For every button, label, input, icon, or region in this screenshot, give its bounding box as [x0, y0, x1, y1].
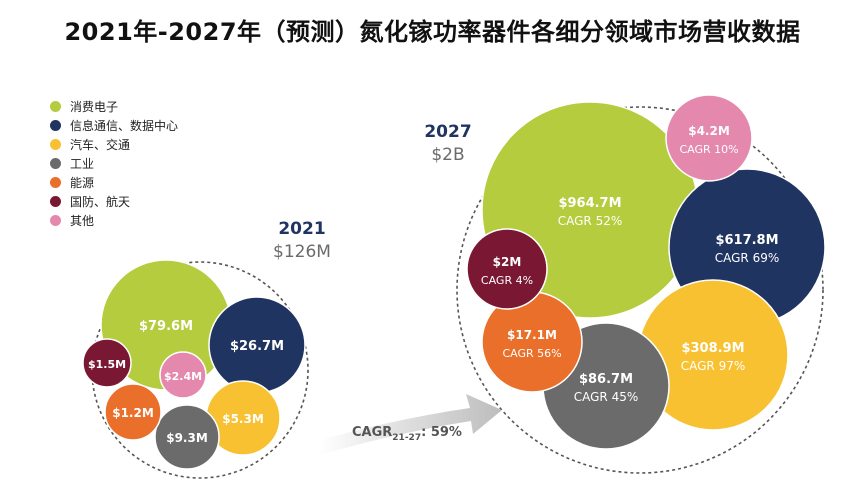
- legend-item: 汽车、交通: [50, 136, 130, 153]
- legend-item: 工业: [50, 155, 94, 172]
- bubble-cagr-label: CAGR 69%: [715, 251, 780, 265]
- panel-total: $126M: [273, 242, 331, 262]
- legend-label: 能源: [70, 176, 95, 190]
- bubble-value-label: $9.3M: [166, 431, 208, 445]
- panel-2021: 2021 $126M $79.6M $26.7M $5.3M $9.3M $1.2M $1.5…: [82, 219, 331, 479]
- bubble-circle: [466, 228, 548, 310]
- bubble-value-label: $964.7M: [558, 196, 621, 211]
- panel-2027: 2027 $2B $964.7M CAGR 52% $617.8M CAGR 69% $30…: [424, 94, 826, 474]
- legend-swatch: [50, 101, 61, 112]
- legend-item: 国防、航天: [50, 193, 130, 210]
- bubble-cagr-label: CAGR 10%: [679, 143, 738, 156]
- bubble-value-label: $79.6M: [139, 319, 193, 334]
- legend-label: 其他: [70, 214, 95, 228]
- bubble: $308.9M CAGR 97%: [637, 279, 789, 431]
- legend-swatch: [50, 139, 61, 150]
- bubble-value-label: $5.3M: [222, 412, 264, 426]
- growth-arrow: CAGR21-27: 59%: [320, 394, 502, 455]
- bubble-value-label: $26.7M: [230, 339, 284, 354]
- arrow-shape: [320, 394, 502, 455]
- legend-label: 工业: [70, 157, 95, 171]
- bubble-cagr-label: CAGR 4%: [481, 274, 533, 287]
- bubble: $17.1M CAGR 56%: [481, 291, 583, 393]
- bubble-value-label: $2.4M: [164, 370, 202, 383]
- bubble: $1.5M: [82, 338, 132, 388]
- chart-title: 2021年-2027年（预测）氮化镓功率器件各细分领域市场营收数据: [64, 18, 801, 46]
- bubble-cagr-label: CAGR 56%: [502, 347, 561, 360]
- legend-swatch: [50, 177, 61, 188]
- bubble: $26.7M: [208, 296, 306, 394]
- bubble-circle: [154, 404, 220, 470]
- bubble: $5.3M: [205, 380, 281, 456]
- legend-swatch: [50, 196, 61, 207]
- bubble-cagr-label: CAGR 52%: [558, 214, 623, 228]
- bubble-cagr-label: CAGR 45%: [574, 390, 639, 404]
- bubble-value-label: $4.2M: [688, 124, 730, 138]
- bubble-circle: [104, 383, 162, 441]
- panel-year: 2027: [424, 122, 471, 142]
- bubble-value-label: $2M: [493, 255, 522, 269]
- arrow-cagr-label: CAGR21-27: 59%: [352, 425, 462, 443]
- outer-ring: [456, 106, 824, 474]
- legend-item: 其他: [50, 212, 94, 229]
- legend-item: 能源: [50, 174, 94, 191]
- panel-year: 2021: [278, 219, 325, 239]
- legend-label: 信息通信、数据中心: [70, 119, 179, 133]
- bubble-value-label: $1.5M: [88, 358, 126, 371]
- bubble-circle: [665, 94, 753, 182]
- bubble-value-label: $17.1M: [507, 328, 557, 342]
- legend-swatch: [50, 120, 61, 131]
- bubble-circle: [159, 351, 207, 399]
- legend-item: 消费电子: [50, 98, 118, 115]
- bubble-value-label: $617.8M: [715, 233, 778, 248]
- bubble: $4.2M CAGR 10%: [665, 94, 753, 182]
- bubble: $9.3M: [154, 404, 220, 470]
- bubble-value-label: $86.7M: [579, 372, 633, 387]
- legend-label: 汽车、交通: [70, 138, 131, 152]
- bubble: $1.2M: [104, 383, 162, 441]
- bubble: $2.4M: [159, 351, 207, 399]
- bubble: $2M CAGR 4%: [466, 228, 548, 310]
- legend-swatch: [50, 158, 61, 169]
- bubble-value-label: $308.9M: [681, 341, 744, 356]
- legend-label: 消费电子: [70, 100, 119, 114]
- legend-item: 信息通信、数据中心: [50, 117, 178, 134]
- panel-total: $2B: [431, 145, 464, 165]
- bubble-circle: [82, 338, 132, 388]
- legend-swatch: [50, 215, 61, 226]
- legend-label: 国防、航天: [70, 195, 131, 209]
- bubble-cagr-label: CAGR 97%: [681, 359, 746, 373]
- bubble-value-label: $1.2M: [112, 406, 154, 420]
